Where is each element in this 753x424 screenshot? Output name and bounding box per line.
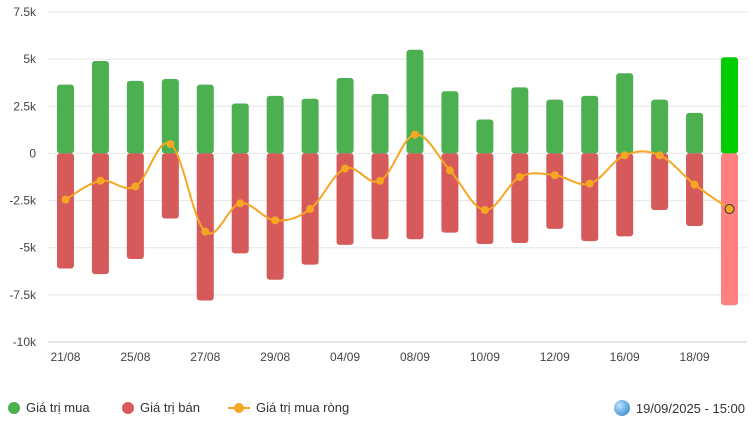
sell-bar xyxy=(196,153,214,301)
sell-bar xyxy=(616,153,634,237)
y-axis: 7.5k 5k 2.5k 0 -2.5k -5k -7.5k -10k xyxy=(9,5,37,349)
buy-bar xyxy=(441,91,459,154)
timestamp-text: 19/09/2025 - 15:00 xyxy=(635,400,745,416)
sell-bar xyxy=(581,153,599,242)
grid-lines xyxy=(48,11,747,343)
x-tick-label: 18/09 xyxy=(680,350,710,364)
net-point xyxy=(61,195,70,204)
legend-net[interactable]: Giá trị mua ròng xyxy=(228,400,349,415)
y-tick-label: -10k xyxy=(13,335,37,349)
net-point xyxy=(620,151,629,160)
net-point xyxy=(480,206,489,214)
buy-bar xyxy=(721,57,739,154)
sell-bar xyxy=(546,153,564,229)
timestamp: 19/09/2025 - 15:00 xyxy=(613,400,745,416)
legend: Giá trị mua Giá trị bán Giá trị mua ròng… xyxy=(0,398,753,420)
sell-bar xyxy=(721,153,739,306)
buy-bar xyxy=(371,94,389,154)
y-tick-label: 7.5k xyxy=(13,5,37,19)
buy-bar xyxy=(266,95,284,154)
x-tick-label: 21/08 xyxy=(50,350,80,364)
y-tick-label: -7.5k xyxy=(9,288,37,302)
net-line xyxy=(61,130,735,236)
y-tick-label: 5k xyxy=(23,52,37,66)
net-point xyxy=(445,166,454,175)
net-point xyxy=(236,199,245,208)
legend-sell-swatch xyxy=(122,401,134,414)
net-point xyxy=(376,176,385,185)
sell-bar xyxy=(56,153,74,269)
legend-buy-swatch xyxy=(8,401,20,414)
buy-bars xyxy=(56,49,739,154)
net-point xyxy=(201,227,210,236)
net-point xyxy=(306,205,315,214)
legend-net-label: Giá trị mua ròng xyxy=(256,400,350,415)
y-tick-label: -2.5k xyxy=(9,194,37,208)
legend-sell[interactable]: Giá trị bán xyxy=(122,400,200,415)
buy-bar xyxy=(686,112,704,154)
net-point xyxy=(341,164,350,173)
sell-bar xyxy=(686,153,704,227)
globe-icon xyxy=(613,400,630,416)
sell-bar xyxy=(126,153,144,260)
buy-bar xyxy=(651,99,669,154)
buy-bar xyxy=(581,95,599,154)
net-point xyxy=(131,182,140,191)
net-point xyxy=(96,176,105,185)
sell-bar xyxy=(336,153,354,245)
buy-bar xyxy=(406,49,424,154)
buy-bar xyxy=(336,78,354,154)
x-tick-label: 12/09 xyxy=(540,350,570,364)
y-tick-label: 2.5k xyxy=(13,99,37,113)
sell-bar xyxy=(651,153,669,210)
sell-bar xyxy=(476,153,494,244)
buy-bar xyxy=(161,78,179,154)
buy-bar xyxy=(546,99,564,154)
sell-bars xyxy=(56,153,739,306)
x-tick-label: 08/09 xyxy=(400,350,430,364)
y-tick-label: -5k xyxy=(19,241,37,255)
buy-bar xyxy=(301,98,319,154)
buy-bar xyxy=(56,84,74,154)
sell-bar xyxy=(406,153,424,240)
buy-bar xyxy=(231,103,249,154)
sell-bar xyxy=(441,153,459,233)
net-point xyxy=(585,179,594,188)
x-tick-label: 04/09 xyxy=(330,350,360,364)
net-point xyxy=(515,173,524,181)
x-tick-label: 10/09 xyxy=(470,350,500,364)
net-point xyxy=(271,216,280,225)
x-tick-label: 25/08 xyxy=(120,350,150,364)
legend-buy-label: Giá trị mua xyxy=(26,400,90,415)
x-tick-label: 27/08 xyxy=(190,350,220,364)
legend-net-swatch xyxy=(228,402,250,414)
sell-bar xyxy=(161,153,179,219)
net-point xyxy=(410,130,419,139)
net-point xyxy=(166,140,175,148)
legend-sell-label: Giá trị bán xyxy=(140,400,200,415)
net-point xyxy=(724,204,735,215)
buy-bar xyxy=(511,87,529,154)
net-point xyxy=(690,180,699,189)
buy-bar xyxy=(126,80,144,154)
sell-bar xyxy=(511,153,529,243)
y-tick-label: 0 xyxy=(29,146,36,160)
sell-bar xyxy=(371,153,389,240)
buy-bar xyxy=(196,84,214,154)
buy-bar xyxy=(91,61,109,154)
net-point xyxy=(655,151,664,160)
net-point xyxy=(550,171,559,180)
sell-bar xyxy=(91,153,109,275)
x-axis: 21/08 25/08 27/08 29/08 04/09 08/09 10/09 12/09… xyxy=(48,341,747,364)
buy-bar xyxy=(616,73,634,154)
x-tick-label: 16/09 xyxy=(610,350,640,364)
x-tick-label: 29/08 xyxy=(260,350,290,364)
legend-buy[interactable]: Giá trị mua xyxy=(8,400,90,415)
buy-bar xyxy=(476,119,494,154)
